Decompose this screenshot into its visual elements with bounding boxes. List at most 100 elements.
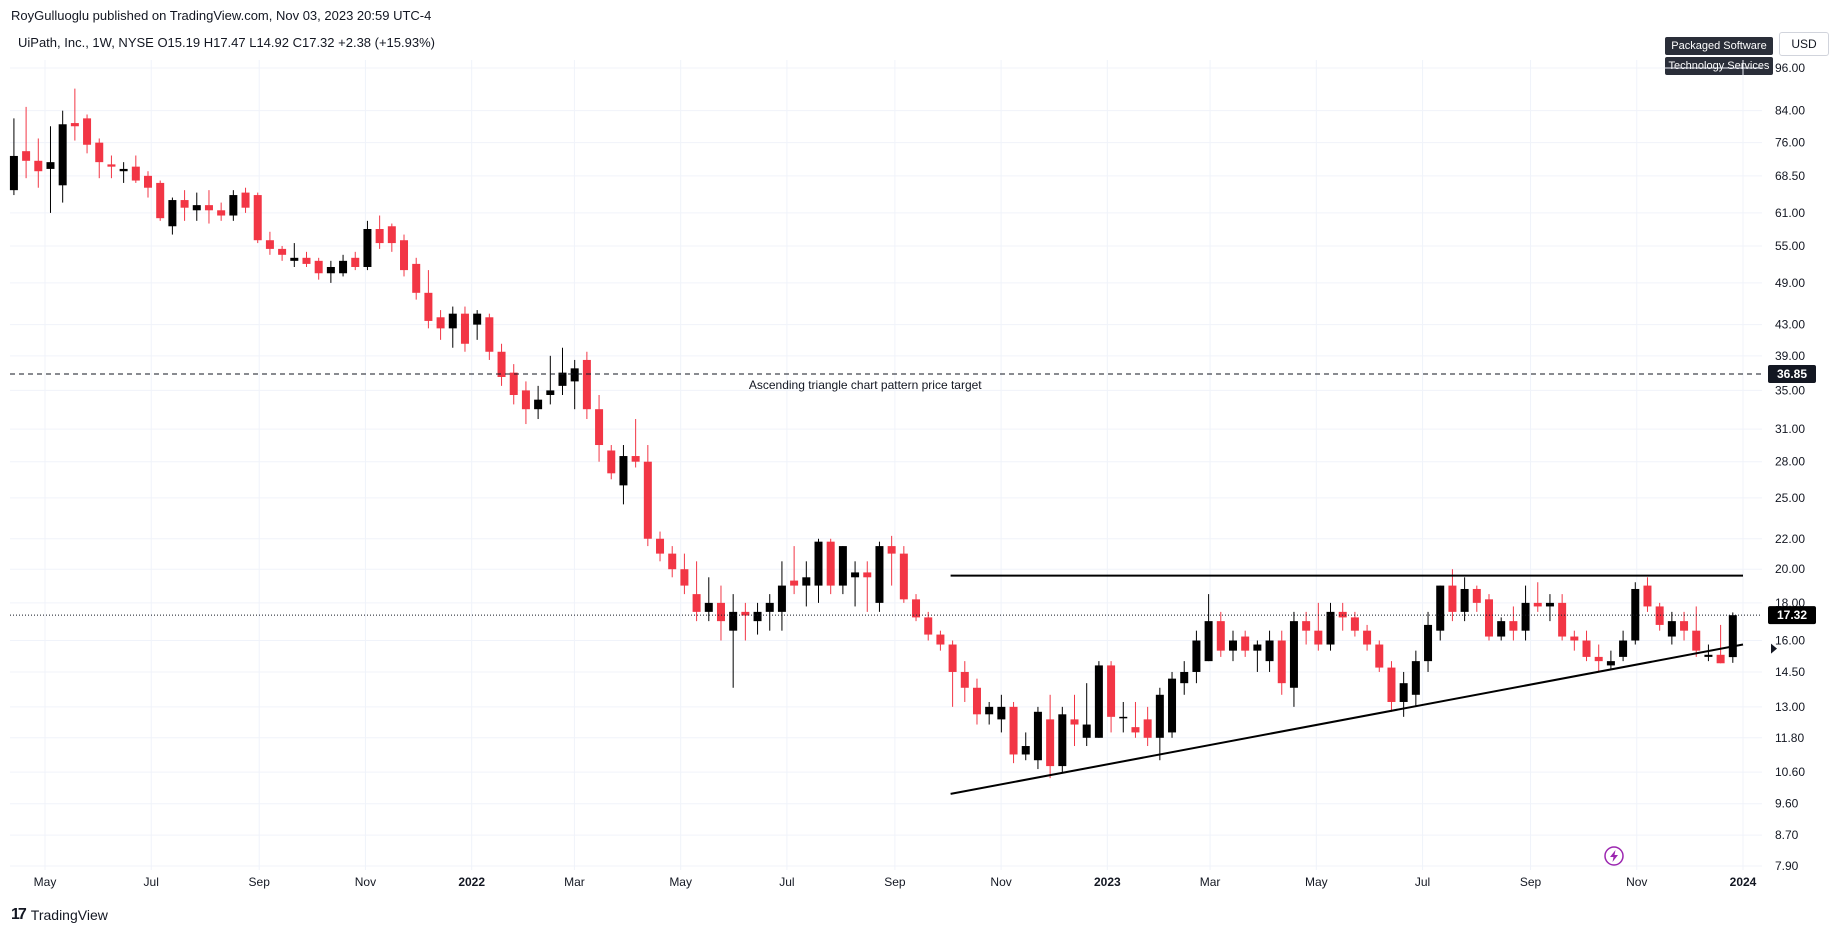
candle	[777, 561, 786, 631]
candle	[704, 577, 713, 622]
candle-body	[851, 572, 860, 578]
candle	[351, 251, 360, 271]
industry-tag[interactable]: Technology Services	[1665, 57, 1773, 75]
candle-body	[985, 706, 994, 715]
candle-body	[1631, 588, 1640, 641]
candle	[936, 630, 945, 651]
candle	[1497, 617, 1506, 641]
candle-body	[680, 569, 689, 586]
candle-body	[887, 546, 896, 554]
candle	[9, 118, 18, 196]
lightning-icon[interactable]	[1604, 846, 1624, 866]
candle-body	[192, 205, 201, 211]
candle-body	[936, 634, 945, 645]
candle	[473, 310, 482, 340]
price-tick-label: 39.00	[1775, 349, 1805, 363]
candle	[595, 394, 604, 462]
candle	[326, 260, 335, 283]
candle	[1387, 661, 1396, 712]
price-tick-label: 43.00	[1775, 318, 1805, 332]
candle-body	[314, 260, 323, 274]
candle-body	[1302, 621, 1311, 631]
brand-label: TradingView	[30, 907, 108, 923]
candle	[765, 594, 774, 631]
candle-body	[570, 368, 579, 382]
candle	[290, 243, 299, 267]
candle-body	[9, 155, 18, 191]
candle-body	[460, 313, 469, 344]
candle-body	[1570, 636, 1579, 641]
candle	[692, 561, 701, 622]
candle	[229, 190, 238, 221]
candle	[1314, 602, 1323, 651]
candle-body	[1265, 640, 1274, 662]
time-tick-label: May	[669, 875, 692, 889]
tradingview-brand[interactable]: 17 TradingView	[11, 906, 108, 924]
candle-body	[1094, 665, 1103, 738]
price-axis[interactable]: 96.00 84.00 76.00 68.50 61.00 55.00 49.00 43.00…	[1775, 61, 1805, 873]
candle	[46, 126, 55, 213]
currency-button[interactable]: USD	[1779, 32, 1829, 56]
candle	[1375, 640, 1384, 672]
candle-body	[1082, 724, 1091, 738]
time-tick-label: Sep	[249, 875, 271, 889]
candle	[1436, 585, 1445, 641]
candle-body	[863, 572, 872, 578]
candle	[1277, 630, 1286, 695]
candle-body	[692, 594, 701, 612]
price-tick-label: 22.00	[1775, 532, 1805, 546]
candle	[1484, 594, 1493, 641]
candle	[1594, 644, 1603, 672]
candle-body	[1363, 630, 1372, 645]
candle	[875, 541, 884, 612]
candle	[1619, 630, 1628, 662]
candle-body	[899, 553, 908, 600]
scroll-right-icon[interactable]	[1771, 643, 1777, 654]
candle	[107, 155, 116, 179]
candle-body	[1143, 719, 1152, 738]
candle-body	[1314, 630, 1323, 645]
candle	[631, 419, 640, 468]
support-trendline[interactable]	[950, 643, 1744, 795]
time-tick-label: 2023	[1094, 875, 1121, 889]
candle	[985, 701, 994, 725]
candle	[997, 694, 1006, 733]
candle-body	[1692, 630, 1701, 651]
candle-body	[497, 351, 506, 377]
price-tick-label: 84.00	[1775, 104, 1805, 118]
target-price-label: 36.85	[1777, 367, 1807, 381]
candle	[485, 313, 494, 360]
price-tick-label: 10.60	[1775, 765, 1805, 779]
candle	[1424, 611, 1433, 672]
candle-body	[1058, 714, 1067, 767]
candle	[899, 546, 908, 603]
candle	[1521, 585, 1530, 641]
candle	[619, 445, 628, 505]
candle	[582, 351, 591, 420]
candle-body	[1375, 644, 1384, 668]
time-tick-label: Jul	[1415, 875, 1430, 889]
candle	[180, 190, 189, 221]
candle-body	[302, 257, 311, 264]
candle	[716, 585, 725, 641]
price-tick-label: 16.00	[1775, 634, 1805, 648]
candle-body	[1582, 640, 1591, 657]
price-tick-label: 55.00	[1775, 239, 1805, 253]
candle-body	[363, 229, 372, 267]
candle-body	[582, 359, 591, 410]
candle	[558, 347, 567, 395]
sector-tag[interactable]: Packaged Software	[1665, 37, 1773, 55]
candle-body	[253, 195, 262, 241]
candle-body	[1253, 644, 1262, 651]
candle	[412, 257, 421, 300]
candle	[509, 364, 518, 405]
candle-body	[339, 260, 348, 274]
candle-body	[448, 313, 457, 329]
time-axis[interactable]: May Jul Sep Nov 2022 Mar May Jul Sep Nov 2023 Mar Ma…	[34, 875, 1757, 889]
candle-body	[387, 226, 396, 244]
last-price-box	[1768, 606, 1816, 625]
candle	[826, 538, 835, 595]
candle-body	[619, 456, 628, 486]
candle	[1655, 602, 1664, 631]
